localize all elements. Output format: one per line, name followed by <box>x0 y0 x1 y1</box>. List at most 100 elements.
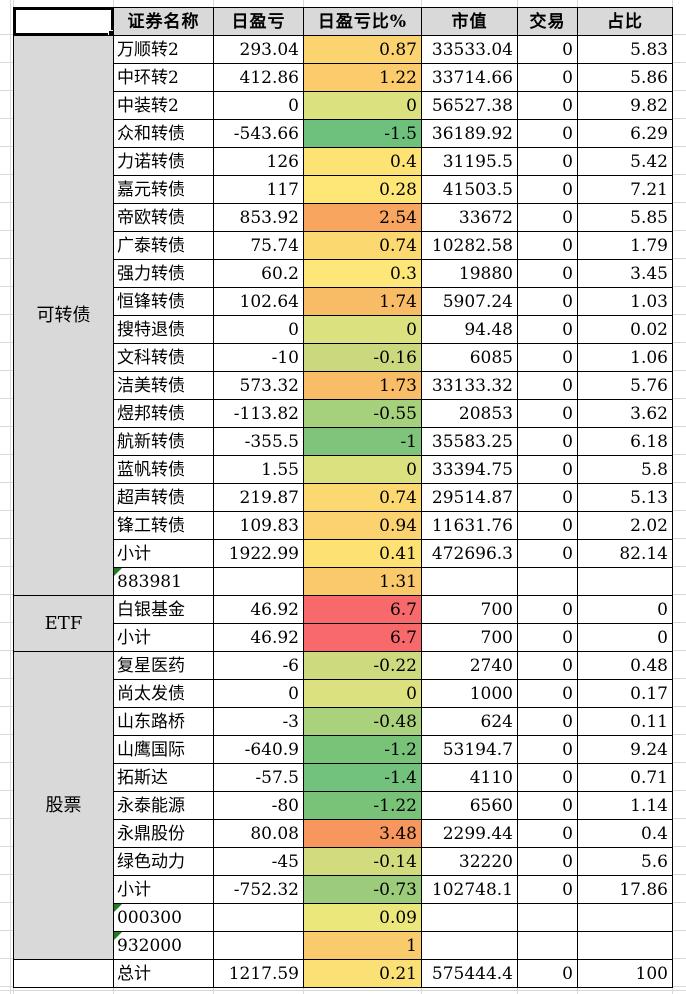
daily-pnl-cell[interactable]: -3 <box>213 707 304 736</box>
security-name-cell[interactable]: 中装转2 <box>113 91 214 120</box>
market-value-cell[interactable]: 56527.38 <box>421 91 518 120</box>
trade-cell[interactable]: 0 <box>517 651 578 680</box>
daily-pnl-cell[interactable]: 1.55 <box>213 455 304 484</box>
column-header-market-value[interactable]: 市值 <box>421 7 518 36</box>
share-cell[interactable]: 0.02 <box>577 315 673 344</box>
trade-cell[interactable]: 0 <box>517 455 578 484</box>
share-cell[interactable]: 5.86 <box>577 63 673 92</box>
security-name-cell[interactable]: 力诺转债 <box>113 147 214 176</box>
share-cell[interactable]: 5.76 <box>577 371 673 400</box>
daily-pnl-cell[interactable]: 117 <box>213 175 304 204</box>
trade-cell[interactable]: 0 <box>517 315 578 344</box>
daily-pnl-cell[interactable]: -543.66 <box>213 119 304 148</box>
daily-pnl-cell[interactable]: -45 <box>213 847 304 876</box>
daily-pnl-pct-cell[interactable]: 1 <box>303 931 422 960</box>
share-cell[interactable]: 100 <box>577 959 673 988</box>
trade-cell[interactable]: 0 <box>517 511 578 540</box>
trade-cell[interactable]: 0 <box>517 231 578 260</box>
security-name-cell[interactable]: 文科转债 <box>113 343 214 372</box>
share-cell[interactable]: 82.14 <box>577 539 673 568</box>
share-cell[interactable]: 5.8 <box>577 455 673 484</box>
market-value-cell[interactable] <box>421 567 518 596</box>
trade-cell[interactable]: 0 <box>517 147 578 176</box>
daily-pnl-pct-cell[interactable]: 0 <box>303 315 422 344</box>
security-name-cell[interactable]: 000300 <box>113 903 214 932</box>
daily-pnl-pct-cell[interactable]: 1.74 <box>303 287 422 316</box>
market-value-cell[interactable]: 29514.87 <box>421 483 518 512</box>
trade-cell[interactable]: 0 <box>517 259 578 288</box>
daily-pnl-cell[interactable]: 75.74 <box>213 231 304 260</box>
security-name-cell[interactable]: 绿色动力 <box>113 847 214 876</box>
daily-pnl-pct-cell[interactable]: -0.16 <box>303 343 422 372</box>
share-cell[interactable]: 0.71 <box>577 763 673 792</box>
market-value-cell[interactable]: 624 <box>421 707 518 736</box>
category-cell-ETF[interactable]: ETF <box>13 595 114 652</box>
market-value-cell[interactable]: 19880 <box>421 259 518 288</box>
market-value-cell[interactable]: 33672 <box>421 203 518 232</box>
daily-pnl-pct-cell[interactable]: -0.55 <box>303 399 422 428</box>
daily-pnl-pct-cell[interactable]: 0.94 <box>303 511 422 540</box>
trade-cell[interactable]: 0 <box>517 175 578 204</box>
trade-cell[interactable]: 0 <box>517 203 578 232</box>
daily-pnl-cell[interactable]: 219.87 <box>213 483 304 512</box>
daily-pnl-pct-cell[interactable]: 1.73 <box>303 371 422 400</box>
share-cell[interactable]: 0.11 <box>577 707 673 736</box>
category-cell-股票[interactable]: 股票 <box>13 651 114 960</box>
market-value-cell[interactable]: 5907.24 <box>421 287 518 316</box>
daily-pnl-pct-cell[interactable]: 0.87 <box>303 35 422 64</box>
trade-cell[interactable]: 0 <box>517 343 578 372</box>
daily-pnl-cell[interactable]: -752.32 <box>213 875 304 904</box>
trade-cell[interactable]: 0 <box>517 371 578 400</box>
trade-cell[interactable]: 0 <box>517 959 578 988</box>
daily-pnl-cell[interactable]: 80.08 <box>213 819 304 848</box>
share-cell[interactable]: 5.13 <box>577 483 673 512</box>
daily-pnl-pct-cell[interactable]: -0.14 <box>303 847 422 876</box>
trade-cell[interactable]: 0 <box>517 763 578 792</box>
trade-cell[interactable] <box>517 931 578 960</box>
daily-pnl-cell[interactable]: 60.2 <box>213 259 304 288</box>
daily-pnl-cell[interactable] <box>213 567 304 596</box>
share-cell[interactable]: 6.18 <box>577 427 673 456</box>
selected-cell[interactable] <box>13 7 114 36</box>
trade-cell[interactable]: 0 <box>517 623 578 652</box>
daily-pnl-cell[interactable]: 1922.99 <box>213 539 304 568</box>
share-cell[interactable]: 5.85 <box>577 203 673 232</box>
daily-pnl-cell[interactable]: 0 <box>213 315 304 344</box>
column-header-daily-pnl-pct[interactable]: 日盈亏比% <box>303 7 422 36</box>
share-cell[interactable]: 1.06 <box>577 343 673 372</box>
trade-cell[interactable]: 0 <box>517 875 578 904</box>
daily-pnl-pct-cell[interactable]: 6.7 <box>303 623 422 652</box>
daily-pnl-pct-cell[interactable]: 0.09 <box>303 903 422 932</box>
security-name-cell[interactable]: 搜特退债 <box>113 315 214 344</box>
security-name-cell[interactable]: 众和转债 <box>113 119 214 148</box>
share-cell[interactable]: 3.45 <box>577 259 673 288</box>
share-cell[interactable]: 7.21 <box>577 175 673 204</box>
market-value-cell[interactable]: 53194.7 <box>421 735 518 764</box>
security-name-cell[interactable]: 蓝帆转债 <box>113 455 214 484</box>
market-value-cell[interactable]: 4110 <box>421 763 518 792</box>
daily-pnl-cell[interactable]: -80 <box>213 791 304 820</box>
daily-pnl-pct-cell[interactable]: -1.4 <box>303 763 422 792</box>
security-name-cell[interactable]: 嘉元转债 <box>113 175 214 204</box>
market-value-cell[interactable]: 32220 <box>421 847 518 876</box>
security-name-cell[interactable]: 恒锋转债 <box>113 287 214 316</box>
share-cell[interactable]: 3.62 <box>577 399 673 428</box>
market-value-cell[interactable]: 472696.3 <box>421 539 518 568</box>
market-value-cell[interactable] <box>421 931 518 960</box>
daily-pnl-pct-cell[interactable]: 0.3 <box>303 259 422 288</box>
trade-cell[interactable] <box>517 567 578 596</box>
security-name-cell[interactable]: 总计 <box>113 959 214 988</box>
daily-pnl-pct-cell[interactable]: 0.21 <box>303 959 422 988</box>
market-value-cell[interactable]: 33714.66 <box>421 63 518 92</box>
share-cell[interactable]: 17.86 <box>577 875 673 904</box>
share-cell[interactable]: 5.6 <box>577 847 673 876</box>
share-cell[interactable]: 5.42 <box>577 147 673 176</box>
daily-pnl-cell[interactable]: 0 <box>213 91 304 120</box>
security-name-cell[interactable]: 白银基金 <box>113 595 214 624</box>
security-name-cell[interactable]: 尚太发债 <box>113 679 214 708</box>
share-cell[interactable]: 2.02 <box>577 511 673 540</box>
market-value-cell[interactable]: 700 <box>421 623 518 652</box>
daily-pnl-cell[interactable]: 853.92 <box>213 203 304 232</box>
trade-cell[interactable]: 0 <box>517 63 578 92</box>
market-value-cell[interactable]: 41503.5 <box>421 175 518 204</box>
